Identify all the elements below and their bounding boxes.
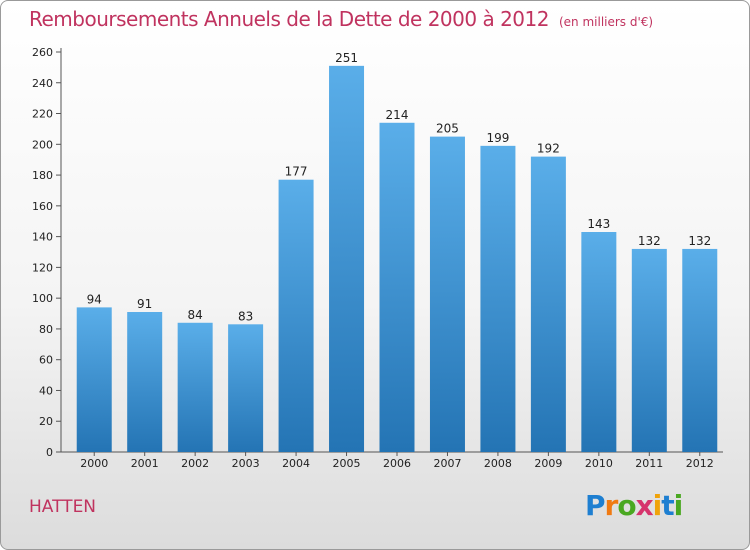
y-tick: 0 xyxy=(46,446,61,459)
y-tick: 200 xyxy=(32,138,61,151)
x-tick-label: 2008 xyxy=(484,457,512,470)
logo-letter: i xyxy=(673,489,684,522)
bar-value-label: 91 xyxy=(137,297,152,311)
y-tick: 160 xyxy=(32,200,61,213)
bar xyxy=(530,156,566,452)
logo-letter: r xyxy=(604,489,619,522)
bar-value-label: 199 xyxy=(486,131,509,145)
y-tick-label: 60 xyxy=(39,354,53,367)
y-tick: 120 xyxy=(32,261,61,274)
logo-letter: x xyxy=(635,489,654,522)
x-tick-label: 2007 xyxy=(433,457,461,470)
y-tick: 60 xyxy=(39,354,61,367)
chart-bars: 94 91 84 83 177 251 214 205 199 192 143 132 132 xyxy=(76,51,718,453)
bar-value-label: 84 xyxy=(188,308,203,322)
bar-value-label: 143 xyxy=(587,217,610,231)
bar-value-label: 132 xyxy=(688,234,711,248)
bar xyxy=(581,232,617,452)
chart-axes: 0 20 40 60 80 100 120 140 160 180 200 220 240 260 2000… xyxy=(32,46,723,470)
bar xyxy=(429,136,465,452)
bar-value-label: 192 xyxy=(537,142,560,156)
x-tick-label: 2012 xyxy=(686,457,714,470)
bar xyxy=(631,248,667,452)
x-tick-label: 2001 xyxy=(131,457,159,470)
y-tick-label: 120 xyxy=(32,261,53,274)
y-tick-label: 180 xyxy=(32,169,53,182)
y-tick: 140 xyxy=(32,231,61,244)
x-tick-label: 2003 xyxy=(232,457,260,470)
bar xyxy=(228,324,264,452)
bar xyxy=(379,122,415,453)
y-tick: 240 xyxy=(32,77,61,90)
bar-value-label: 251 xyxy=(335,51,358,65)
y-tick: 20 xyxy=(39,415,61,428)
y-tick-label: 240 xyxy=(32,77,53,90)
x-tick-label: 2009 xyxy=(534,457,562,470)
commune-name: HATTEN xyxy=(29,497,97,517)
x-tick-label: 2000 xyxy=(80,457,108,470)
y-tick-label: 140 xyxy=(32,231,53,244)
bar-value-label: 83 xyxy=(238,309,253,323)
y-tick-label: 80 xyxy=(39,323,53,336)
logo-letter: i xyxy=(652,489,663,522)
x-tick-label: 2004 xyxy=(282,457,310,470)
y-tick: 100 xyxy=(32,292,61,305)
y-tick-label: 100 xyxy=(32,292,53,305)
bar-value-label: 205 xyxy=(436,122,459,136)
proxiti-logo: Proxiti xyxy=(585,489,684,522)
logo-letter: o xyxy=(617,489,636,522)
bar xyxy=(177,322,213,452)
chart-title-text: Remboursements Annuels de la Dette de 20… xyxy=(29,7,549,31)
bar-value-label: 177 xyxy=(285,165,308,179)
bar xyxy=(278,179,314,452)
y-tick-label: 20 xyxy=(39,415,53,428)
y-tick: 260 xyxy=(32,46,61,59)
bar-value-label: 94 xyxy=(87,292,102,306)
bar xyxy=(329,65,365,452)
logo-letter: P xyxy=(585,489,606,522)
logo-letter: t xyxy=(661,489,674,522)
x-tick-label: 2011 xyxy=(635,457,663,470)
y-tick-label: 260 xyxy=(32,46,53,59)
chart-title: Remboursements Annuels de la Dette de 20… xyxy=(29,7,653,31)
bar xyxy=(76,307,112,452)
x-tick-label: 2006 xyxy=(383,457,411,470)
bar xyxy=(480,145,516,452)
bar xyxy=(682,248,718,452)
x-tick-label: 2010 xyxy=(585,457,613,470)
chart-subtitle: (en milliers d'€) xyxy=(558,15,654,29)
y-tick-label: 220 xyxy=(32,108,53,121)
y-tick-label: 200 xyxy=(32,138,53,151)
y-tick-label: 0 xyxy=(46,446,53,459)
y-tick: 220 xyxy=(32,108,61,121)
bar-value-label: 214 xyxy=(386,108,409,122)
y-tick-label: 40 xyxy=(39,384,53,397)
x-tick-label: 2005 xyxy=(333,457,361,470)
y-tick-label: 160 xyxy=(32,200,53,213)
y-tick: 80 xyxy=(39,323,61,336)
bar-value-label: 132 xyxy=(638,234,661,248)
bar xyxy=(127,312,163,452)
y-tick: 40 xyxy=(39,384,61,397)
y-tick: 180 xyxy=(32,169,61,182)
x-tick-label: 2002 xyxy=(181,457,209,470)
